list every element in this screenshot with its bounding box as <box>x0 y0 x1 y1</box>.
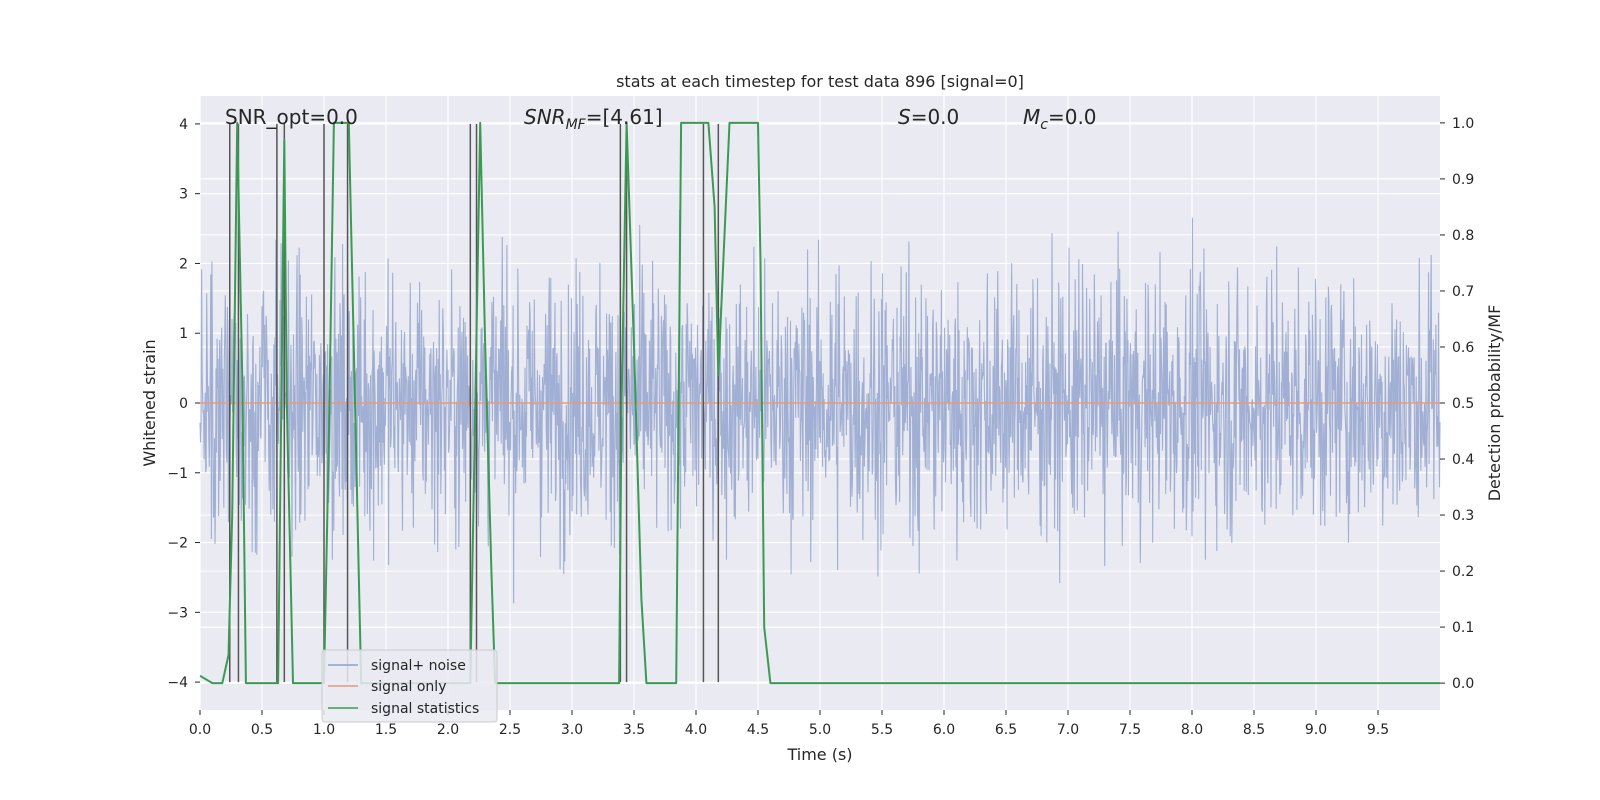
y-right-tick-label: 0.0 <box>1452 676 1474 692</box>
annotation-snr-mf: SNRMF=[4.61] <box>524 105 663 133</box>
legend-label-stats: signal statistics <box>371 701 479 717</box>
y-axis-right-label: Detection probability/MF <box>1485 305 1504 502</box>
y-tick-label: 1 <box>179 326 188 342</box>
x-tick-label: 6.0 <box>933 722 955 738</box>
y-tick-label: −3 <box>167 605 188 621</box>
signal-noise-line <box>199 209 1441 604</box>
y-tick-label: 4 <box>179 117 188 133</box>
y-tick-label: −2 <box>167 536 188 552</box>
x-tick-label: 7.0 <box>1057 722 1079 738</box>
x-tick-label: 9.5 <box>1367 722 1389 738</box>
annotation-mc: Mc=0.0 <box>1023 105 1097 133</box>
annotation-s: S=0.0 <box>898 105 959 129</box>
x-tick-label: 4.0 <box>685 722 707 738</box>
y-axis-left-ticks: −4 −3 −2 −1 0 1 2 3 4 <box>167 117 200 691</box>
y-tick-label: −1 <box>167 466 188 482</box>
y-right-tick-label: 0.7 <box>1452 284 1474 300</box>
x-tick-label: 0.0 <box>189 722 211 738</box>
x-axis-ticks: 0.0 0.5 1.0 1.5 2.0 2.5 3.0 3.5 4.0 4.5 5.0 5.5 6.0 6… <box>189 710 1389 738</box>
y-right-tick-label: 0.8 <box>1452 228 1474 244</box>
legend: signal+ noise signal only signal statist… <box>321 649 498 723</box>
x-tick-label: 5.5 <box>871 722 893 738</box>
x-tick-label: 2.5 <box>499 722 521 738</box>
y-right-tick-label: 0.5 <box>1452 396 1474 412</box>
legend-box <box>321 649 498 723</box>
y-axis-right-ticks: 0.0 0.1 0.2 0.3 0.4 0.5 0.6 0.7 0.8 0.9 1.0 <box>1440 116 1474 692</box>
x-tick-label: 3.0 <box>561 722 583 738</box>
x-tick-label: 1.5 <box>375 722 397 738</box>
y-tick-label: −4 <box>167 675 188 691</box>
y-right-tick-label: 0.6 <box>1452 340 1474 356</box>
x-tick-label: 8.5 <box>1243 722 1265 738</box>
chart-title: stats at each timestep for test data 896… <box>616 72 1024 91</box>
x-tick-label: 5.0 <box>809 722 831 738</box>
x-tick-label: 9.0 <box>1305 722 1327 738</box>
y-right-tick-label: 0.1 <box>1452 620 1474 636</box>
legend-label-noise: signal+ noise <box>371 658 466 674</box>
x-axis-label: Time (s) <box>786 745 852 764</box>
x-tick-label: 8.0 <box>1181 722 1203 738</box>
y-tick-label: 3 <box>179 187 188 203</box>
x-tick-label: 1.0 <box>313 722 335 738</box>
x-tick-label: 4.5 <box>747 722 769 738</box>
x-tick-label: 2.0 <box>437 722 459 738</box>
y-axis-label: Whitened strain <box>140 339 159 466</box>
y-tick-label: 0 <box>179 396 188 412</box>
legend-label-signal: signal only <box>371 679 446 695</box>
x-tick-label: 3.5 <box>623 722 645 738</box>
y-right-tick-label: 0.3 <box>1452 508 1474 524</box>
x-tick-label: 6.5 <box>995 722 1017 738</box>
annotation-snr-opt: SNR_opt=0.0 <box>225 105 358 129</box>
y-right-tick-label: 0.2 <box>1452 564 1474 580</box>
y-tick-label: 2 <box>179 256 188 272</box>
y-right-tick-label: 1.0 <box>1452 116 1474 132</box>
signal-noise-series <box>199 209 1441 604</box>
y-right-tick-label: 0.4 <box>1452 452 1474 468</box>
x-tick-label: 0.5 <box>251 722 273 738</box>
y-right-tick-label: 0.9 <box>1452 172 1474 188</box>
x-tick-label: 7.5 <box>1119 722 1141 738</box>
